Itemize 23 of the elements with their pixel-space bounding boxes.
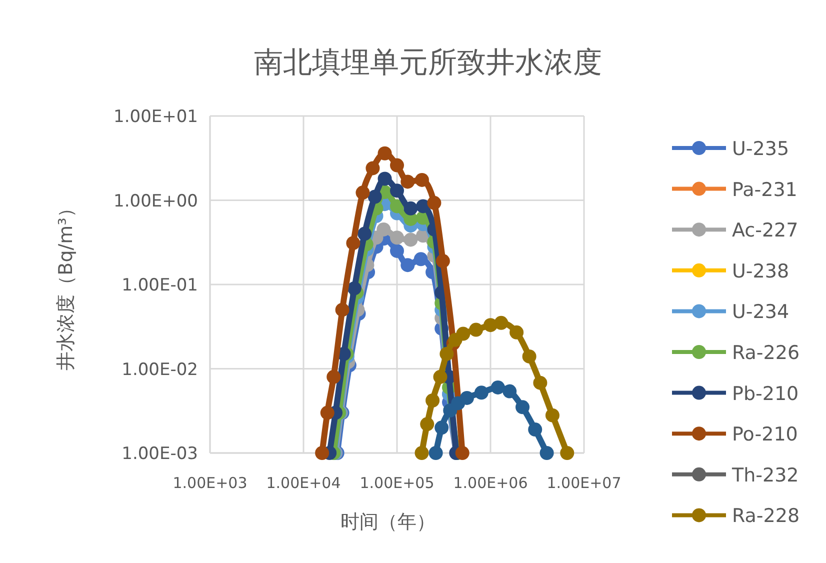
x-tick-label: 1.00E+04 xyxy=(266,474,341,492)
legend-label: U-238 xyxy=(732,260,790,282)
y-tick-label: 1.00E-01 xyxy=(122,276,198,296)
legend-label: U-234 xyxy=(732,301,790,324)
x-tick-label: 1.00E+07 xyxy=(546,474,622,492)
y-tick-label: 1.00E+00 xyxy=(114,191,198,212)
y-tick-label: 1.00E+01 xyxy=(114,107,198,127)
x-axis-title: 时间（年） xyxy=(340,511,436,533)
legend-label: Ra-226 xyxy=(732,342,800,364)
legend-label: Pb-210 xyxy=(732,382,799,405)
y-tick-label: 1.00E-02 xyxy=(122,360,198,380)
y-tick-label: 1.00E-03 xyxy=(122,444,198,464)
chart-title: 南北填埋单元所致井水浓度 xyxy=(254,45,602,79)
x-tick-label: 1.00E+03 xyxy=(172,474,248,492)
legend-label: Ac-227 xyxy=(732,220,798,242)
x-tick-label: 1.00E+05 xyxy=(360,474,434,492)
legend-label: Ra-228 xyxy=(732,505,800,528)
legend-label: Pa-231 xyxy=(732,178,798,201)
x-tick-label: 1.00E+06 xyxy=(453,474,528,492)
legend-label: U-235 xyxy=(732,138,790,160)
y-axis-title: 井水浓度（Bq/m³） xyxy=(55,198,77,370)
legend-label: Po-210 xyxy=(732,424,798,446)
legend-label: Th-232 xyxy=(731,464,799,486)
